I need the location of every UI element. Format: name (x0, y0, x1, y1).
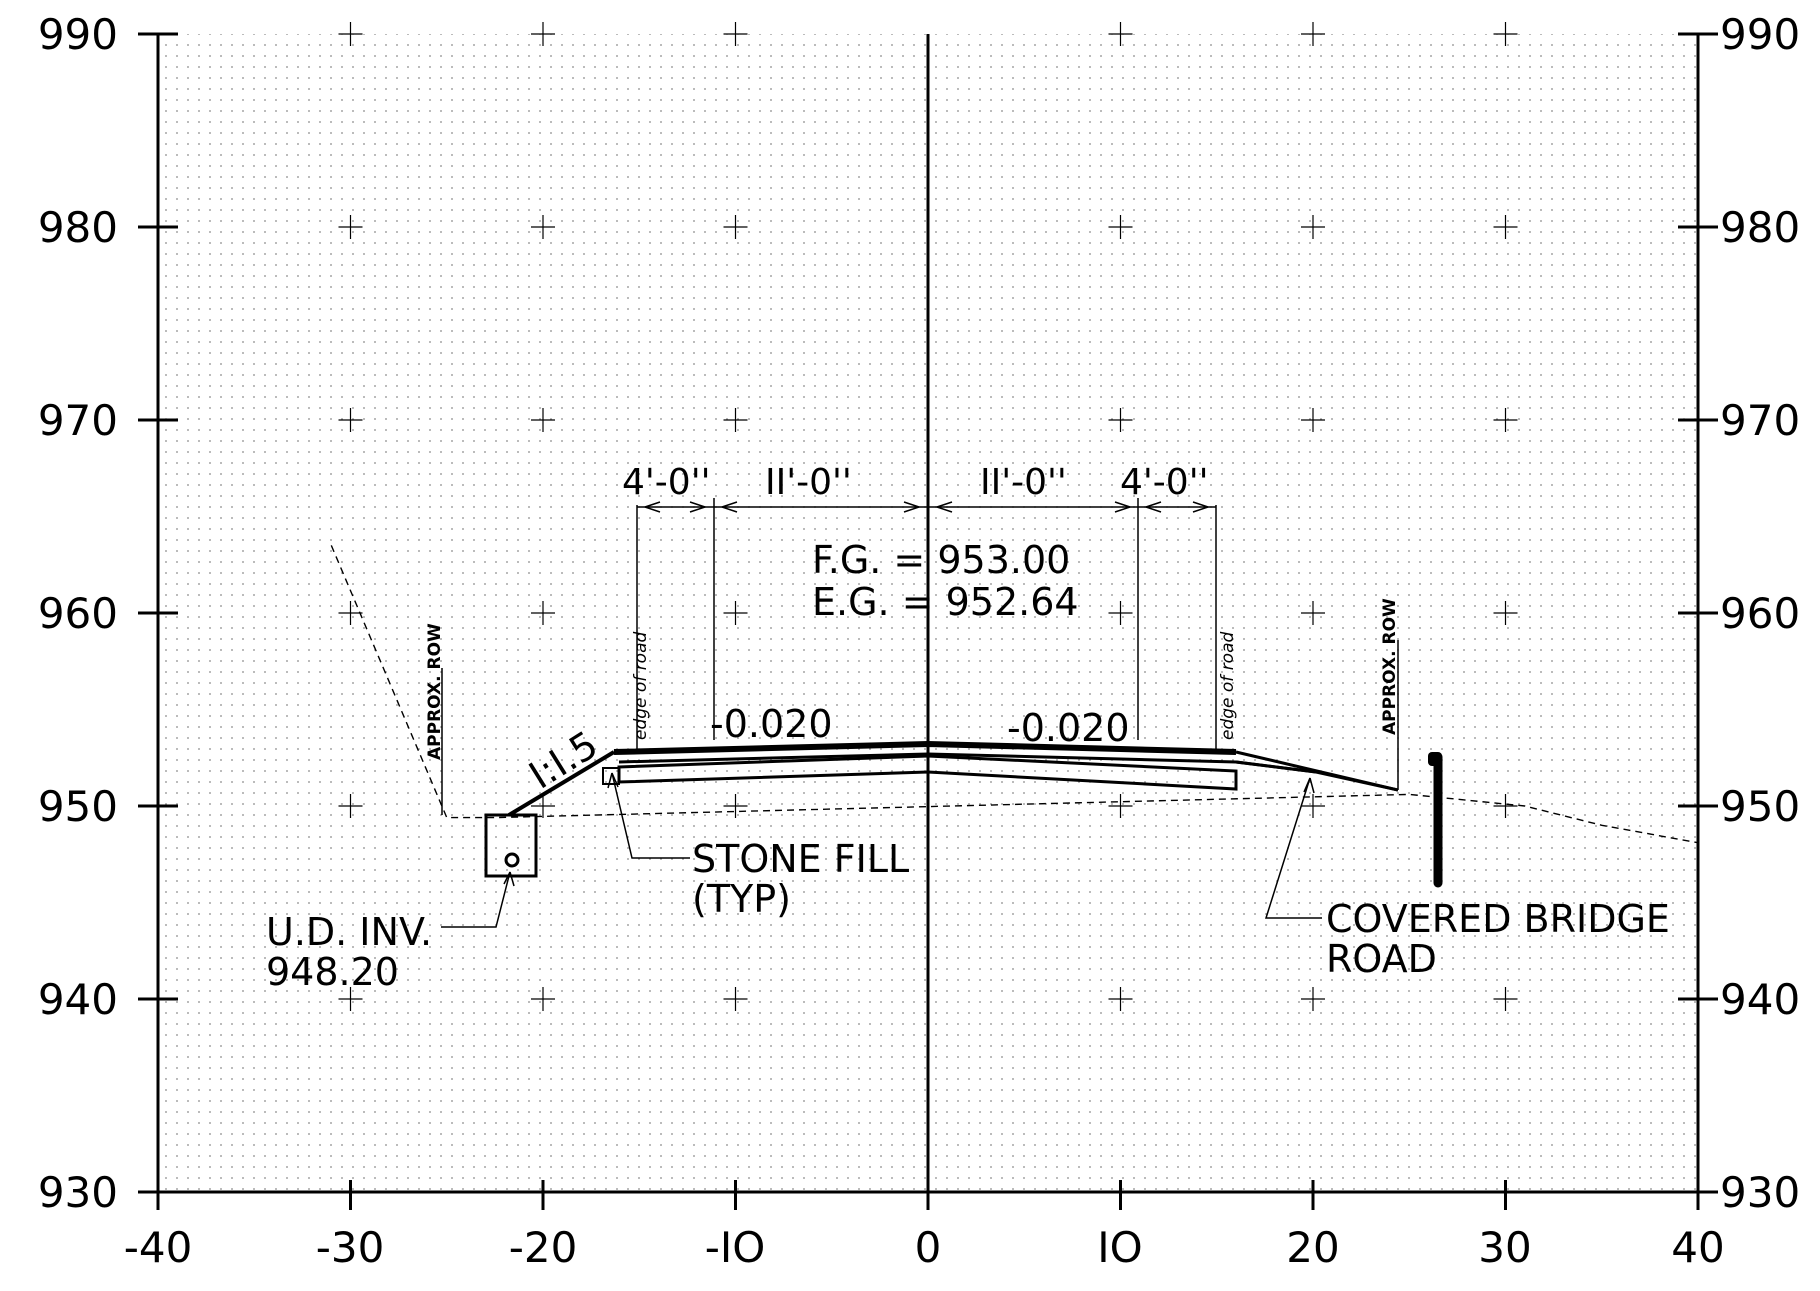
grid-cross (531, 601, 555, 625)
finished-grade-line (613, 740, 1237, 755)
grid-cross (723, 408, 748, 432)
grid-cross (1108, 22, 1133, 46)
y-tick-label: 940 (1720, 975, 1800, 1024)
y-tick-label: 930 (38, 1168, 118, 1217)
x-tick-label: -20 (509, 1223, 578, 1272)
covered-bridge-label: COVERED BRIDGE (1326, 897, 1670, 941)
x-tick-label: 0 (915, 1223, 942, 1272)
grid-cross (1493, 215, 1518, 239)
stone-fill-box (602, 767, 620, 785)
grid-crosses (338, 22, 1518, 1011)
grid-cross (531, 408, 555, 432)
grid-cross (1301, 794, 1325, 818)
approx-row-right: APPROX. ROW (1380, 598, 1400, 735)
grid-cross (723, 215, 748, 239)
slope-left (507, 750, 616, 817)
slope-left-label: -0.020 (710, 702, 833, 746)
grid-cross (1108, 215, 1133, 239)
grid-cross (338, 601, 363, 625)
underdrain-invert: 948.20 (266, 950, 399, 994)
y-tick-label: 980 (38, 203, 118, 252)
grid-cross (723, 987, 748, 1011)
grid-cross (1301, 601, 1325, 625)
dim-shoulder-left: 4'-0'' (622, 462, 711, 503)
grid-cross (1493, 22, 1518, 46)
stone-fill-label: STONE FILL (692, 837, 909, 881)
existing-ground-line (330, 545, 1699, 844)
underdrain-trench (484, 813, 538, 878)
x-tick-label: -40 (124, 1223, 193, 1272)
dim-shoulder-right: 4'-0'' (1120, 462, 1209, 503)
grid-cross (1493, 794, 1518, 818)
y-tick-label: 970 (1720, 396, 1800, 445)
x-tick-label: 30 (1478, 1223, 1531, 1272)
grid-cross (1108, 408, 1133, 432)
grid-cross (1493, 987, 1518, 1011)
y-tick-label: 950 (1720, 782, 1800, 831)
y-tick-label: 990 (1720, 10, 1800, 59)
covered-bridge-road: ROAD (1326, 937, 1437, 981)
y-tick-label: 960 (38, 589, 118, 638)
y-tick-label: 970 (38, 396, 118, 445)
grid-cross (1493, 408, 1518, 432)
y-tick-label: 930 (1720, 1168, 1800, 1217)
grid-cross (1301, 987, 1325, 1011)
guardrail-cap (1428, 752, 1442, 766)
grid-cross (531, 987, 555, 1011)
grid-cross (1493, 601, 1518, 625)
underdrain-leader (441, 871, 511, 928)
grid-cross (1108, 601, 1133, 625)
x-tick-label: 40 (1671, 1223, 1724, 1272)
shoulder-right (1235, 760, 1399, 792)
grid-cross (531, 22, 555, 46)
finished-grade-label: F.G. = 953.00 (812, 538, 1070, 582)
grid-cross (338, 22, 363, 46)
y-tick-labels-left: 930 940 950 960 970 980 990 (38, 10, 118, 1217)
grid-cross (338, 794, 363, 818)
grid-cross (338, 408, 363, 432)
x-tick-label: -30 (316, 1223, 385, 1272)
dim-lane-left: II'-0'' (765, 462, 852, 503)
grid-cross (723, 601, 748, 625)
pavement-bottom-left (618, 752, 929, 764)
road-leader (1264, 777, 1322, 919)
grid-cross (723, 22, 748, 46)
grid-cross (1301, 22, 1325, 46)
x-tick-labels: -40 -30 -20 -IO 0 IO 20 30 40 (124, 1223, 1725, 1272)
underdrain-label: U.D. INV. (266, 910, 432, 954)
leaders (441, 772, 1322, 928)
underdrain-pipe-icon (504, 852, 520, 868)
y-tick-labels-right: 930 940 950 960 970 980 990 (1720, 10, 1800, 1217)
y-tick-label: 990 (38, 10, 118, 59)
stone-fill-label-typ: (TYP) (692, 877, 791, 921)
slope-right-label: -0.020 (1007, 706, 1130, 750)
x-tick-label: 20 (1286, 1223, 1339, 1272)
grid-cross (338, 215, 363, 239)
grid-cross (1301, 408, 1325, 432)
grid-cross (531, 794, 555, 818)
x-tick-label: -IO (705, 1223, 766, 1272)
grid-cross (723, 794, 748, 818)
stone-fill-leader (611, 772, 690, 859)
roadway-section (441, 498, 1443, 888)
grid-cross (1301, 215, 1325, 239)
grid-cross (531, 215, 555, 239)
grid-cross (1108, 794, 1133, 818)
grid-cross (1108, 987, 1133, 1011)
dimension-line (637, 501, 1216, 513)
grid-cross (338, 987, 363, 1011)
y-tick-label: 980 (1720, 203, 1800, 252)
x-tick-label: IO (1097, 1223, 1142, 1272)
axis-ticks (138, 32, 1718, 1210)
dim-lane-right: II'-0'' (980, 462, 1067, 503)
y-tick-label: 940 (38, 975, 118, 1024)
edge-of-road-left: edge of road (631, 631, 651, 740)
existing-grade-label: E.G. = 952.64 (812, 580, 1079, 624)
y-tick-label: 960 (1720, 589, 1800, 638)
edge-of-road-right: edge of road (1218, 631, 1238, 740)
y-tick-label: 950 (38, 782, 118, 831)
approx-row-left: APPROX. ROW (425, 623, 445, 760)
